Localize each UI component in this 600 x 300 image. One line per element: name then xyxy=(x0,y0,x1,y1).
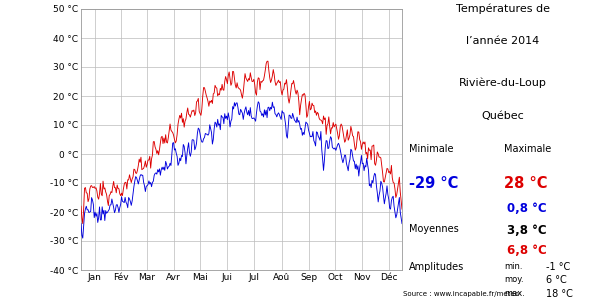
Text: 28 °C: 28 °C xyxy=(504,176,548,190)
Text: Source : www.incapable.fr/meteo: Source : www.incapable.fr/meteo xyxy=(403,291,519,297)
Text: Minimale: Minimale xyxy=(409,144,454,154)
Text: 6,8 °C: 6,8 °C xyxy=(507,244,547,257)
Text: min.: min. xyxy=(504,262,523,271)
Text: Maximale: Maximale xyxy=(504,144,551,154)
Text: Moyennes: Moyennes xyxy=(409,224,459,233)
Text: 18 °C: 18 °C xyxy=(546,289,573,299)
Text: Températures de: Températures de xyxy=(456,3,550,13)
Text: moy.: moy. xyxy=(504,275,524,284)
Text: Rivière-du-Loup: Rivière-du-Loup xyxy=(459,78,547,88)
Text: 6 °C: 6 °C xyxy=(546,275,567,285)
Text: -1 °C: -1 °C xyxy=(546,262,570,272)
Text: 0,8 °C: 0,8 °C xyxy=(507,202,547,215)
Text: 3,8 °C: 3,8 °C xyxy=(507,224,547,236)
Text: max.: max. xyxy=(504,289,525,298)
Text: Amplitudes: Amplitudes xyxy=(409,262,464,272)
Text: Québec: Québec xyxy=(481,111,524,121)
Text: l’année 2014: l’année 2014 xyxy=(466,36,539,46)
Text: -29 °C: -29 °C xyxy=(409,176,458,190)
